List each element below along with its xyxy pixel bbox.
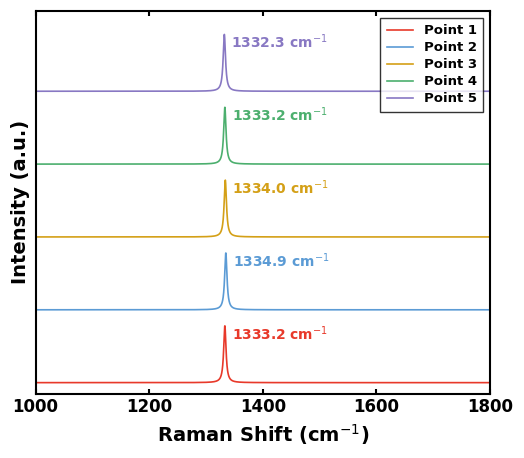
Point 5 (32, 88, 39, 94)
Point 2 (487, 307, 493, 312)
Point 5 (56, 88, 62, 94)
Point 2 (321, 307, 328, 312)
Y-axis label: Intensity (a.u.): Intensity (a.u.) (11, 120, 30, 284)
Point 5 (369, 88, 376, 94)
Point 5 (487, 88, 493, 94)
Point 3 (321, 234, 328, 240)
Line: Point 2: Point 2 (36, 253, 490, 310)
Point 4 (321, 161, 328, 167)
Point 5 (394, 88, 400, 94)
Point 4 (197, 161, 203, 167)
Point 3 (197, 234, 203, 240)
Point 5 (301, 88, 308, 94)
Point 4 (369, 161, 376, 167)
Point 5 (197, 88, 203, 94)
Point 1 (222, 323, 228, 328)
Point 3 (301, 234, 308, 240)
Point 1 (197, 380, 203, 385)
Point 4 (301, 161, 308, 167)
Point 3 (32, 234, 39, 240)
Point 3 (487, 234, 493, 240)
Point 1 (487, 380, 493, 385)
Text: 1334.9 cm$^{-1}$: 1334.9 cm$^{-1}$ (233, 251, 329, 270)
Line: Point 5: Point 5 (36, 34, 490, 91)
Point 5 (321, 88, 328, 94)
Point 3 (56, 234, 62, 240)
Point 3 (369, 234, 376, 240)
Point 4 (56, 161, 62, 167)
Point 1 (369, 380, 376, 385)
Point 1 (56, 380, 62, 385)
Point 4 (487, 161, 493, 167)
Point 2 (32, 307, 39, 312)
Point 2 (301, 307, 308, 312)
Point 1 (32, 380, 39, 385)
Point 3 (222, 177, 228, 183)
Point 1 (301, 380, 308, 385)
Point 3 (394, 234, 400, 240)
Point 2 (197, 307, 203, 312)
Point 2 (394, 307, 400, 312)
Point 2 (223, 250, 229, 256)
Legend: Point 1, Point 2, Point 3, Point 4, Point 5: Point 1, Point 2, Point 3, Point 4, Poin… (380, 18, 483, 112)
X-axis label: Raman Shift (cm$^{-1}$): Raman Shift (cm$^{-1}$) (157, 422, 369, 447)
Text: 1333.2 cm$^{-1}$: 1333.2 cm$^{-1}$ (232, 105, 328, 124)
Line: Point 4: Point 4 (36, 107, 490, 164)
Point 1 (394, 380, 400, 385)
Point 4 (394, 161, 400, 167)
Text: 1333.2 cm$^{-1}$: 1333.2 cm$^{-1}$ (232, 324, 328, 343)
Text: 1334.0 cm$^{-1}$: 1334.0 cm$^{-1}$ (232, 178, 329, 197)
Text: 1332.3 cm$^{-1}$: 1332.3 cm$^{-1}$ (231, 33, 328, 51)
Line: Point 3: Point 3 (36, 180, 490, 237)
Point 4 (32, 161, 39, 167)
Point 4 (222, 104, 228, 110)
Point 2 (369, 307, 376, 312)
Point 1 (321, 380, 328, 385)
Point 2 (56, 307, 62, 312)
Point 5 (221, 32, 227, 37)
Line: Point 1: Point 1 (36, 326, 490, 382)
